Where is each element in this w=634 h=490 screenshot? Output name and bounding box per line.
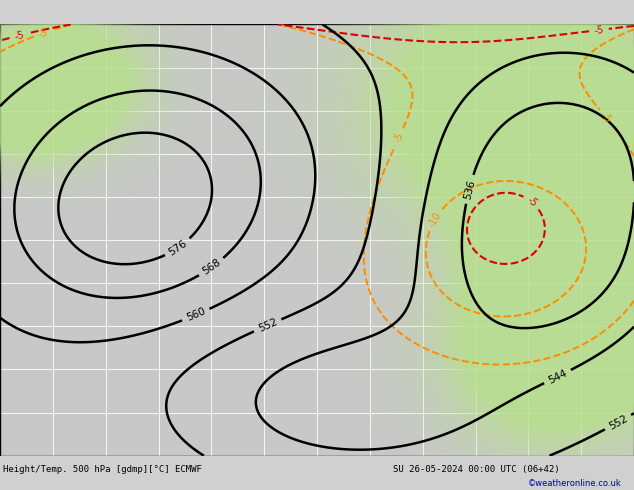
Text: Height/Temp. 500 hPa [gdmp][°C] ECMWF: Height/Temp. 500 hPa [gdmp][°C] ECMWF (3, 466, 202, 474)
Text: SU 26-05-2024 00:00 UTC (06+42): SU 26-05-2024 00:00 UTC (06+42) (393, 466, 560, 474)
Text: 576: 576 (167, 238, 189, 257)
Text: -5: -5 (392, 131, 406, 144)
Text: -5: -5 (593, 24, 604, 36)
Text: 544: 544 (547, 368, 569, 386)
Text: 552: 552 (257, 317, 279, 334)
Text: -10: -10 (427, 210, 443, 229)
Text: 552: 552 (607, 413, 629, 431)
Text: -5: -5 (13, 29, 25, 42)
Text: -5: -5 (37, 27, 49, 40)
Text: -5: -5 (599, 111, 613, 124)
Text: 568: 568 (200, 257, 223, 277)
Text: 560: 560 (185, 306, 207, 323)
Text: ©weatheronline.co.uk: ©weatheronline.co.uk (527, 479, 621, 488)
Text: 536: 536 (462, 178, 477, 200)
Text: -5: -5 (525, 195, 539, 209)
